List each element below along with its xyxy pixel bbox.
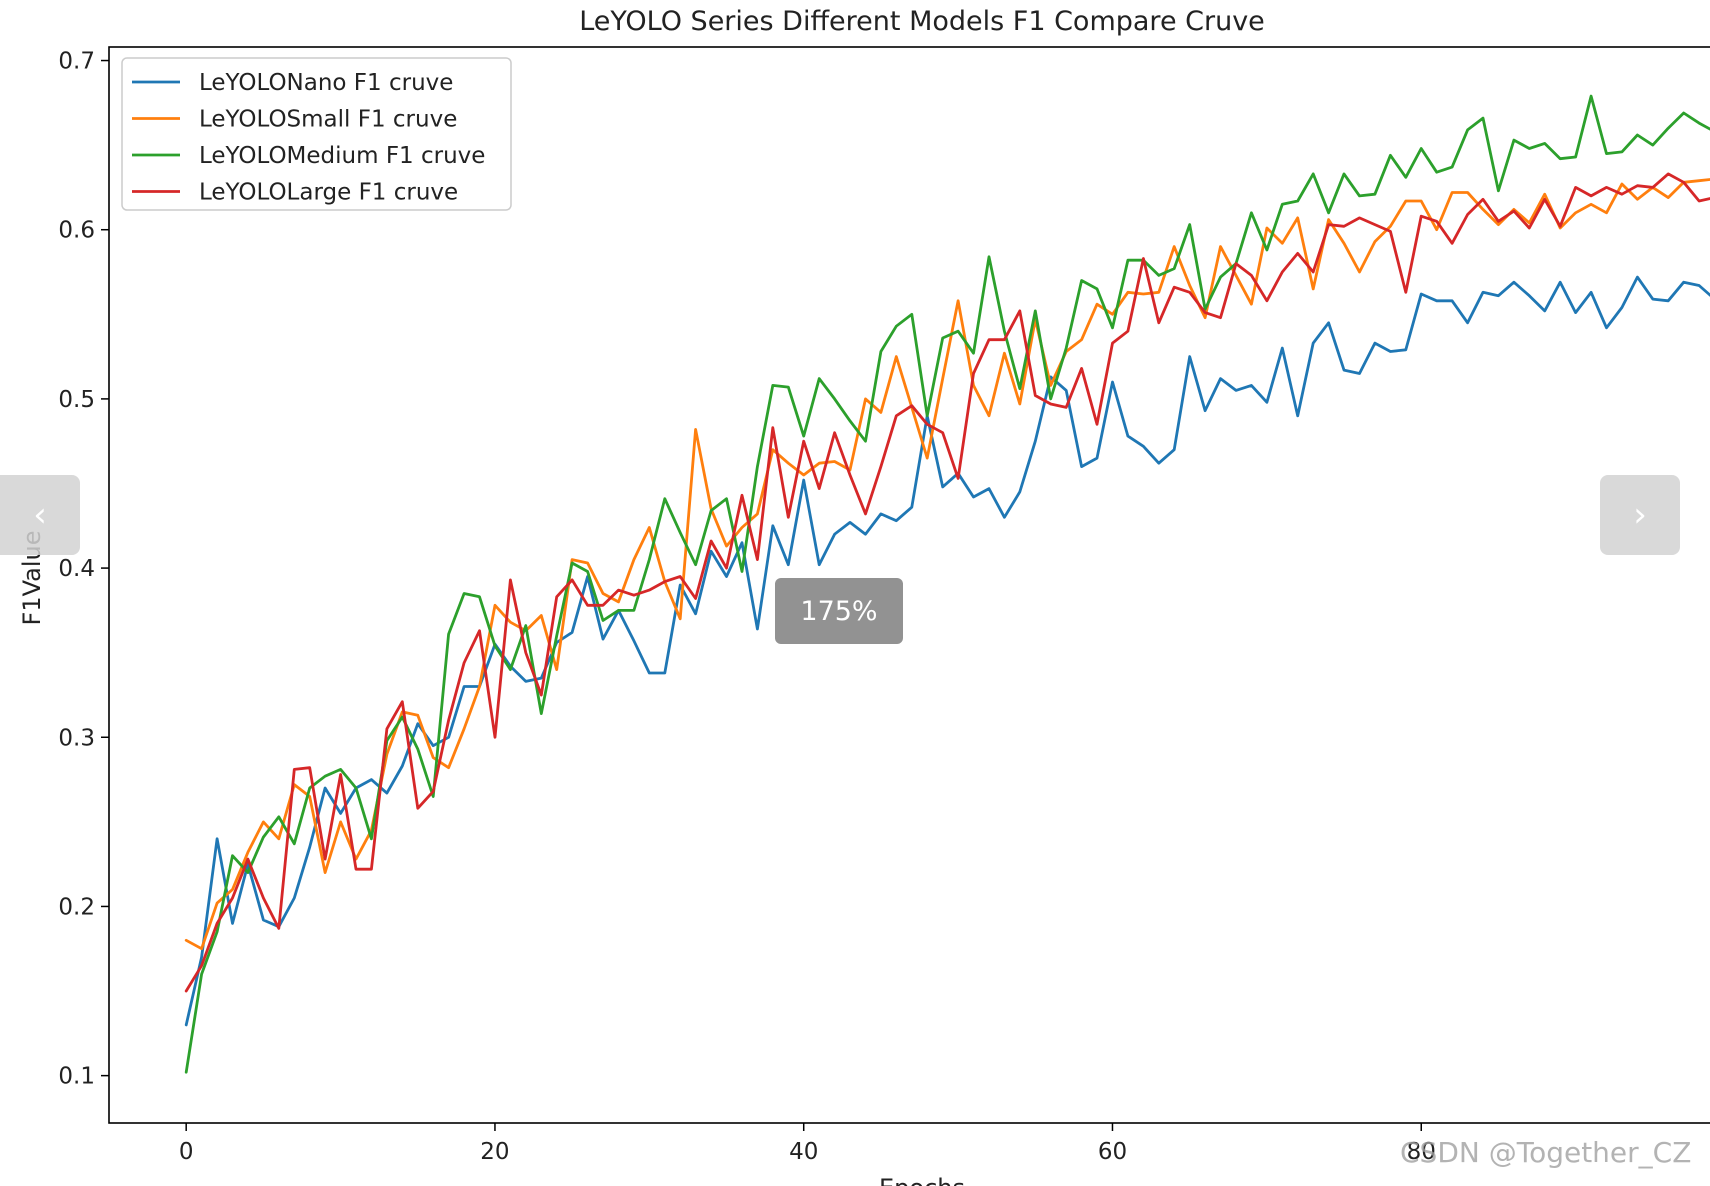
series-line-1 [184,178,1710,951]
y-axis-ticks: 0.1 0.2 0.3 0.4 0.5 0.6 0.7 [58,49,109,1090]
legend-label: LeYOLOLarge F1 cruve [199,180,458,206]
x-tick-label: 0 [179,1139,194,1165]
plot-frame [108,46,1710,1124]
series-layer [184,94,1710,1074]
x-tick-label: 80 [1407,1139,1436,1165]
x-axis-ticks: 0 20 40 60 80 100 [179,1123,1710,1165]
previous-image-button[interactable]: ‹ [0,475,80,555]
chart-title: LeYOLO Series Different Models F1 Compar… [579,6,1265,37]
y-tick-label: 0.3 [58,725,95,751]
series-line-0 [184,275,1710,1027]
y-tick-label: 0.1 [58,1064,95,1090]
legend: LeYOLONano F1 cruve LeYOLOSmall F1 cruve L… [121,57,512,211]
watermark: CSDN @Together_CZ [1400,1136,1692,1169]
legend-box [121,57,512,211]
x-tick-label: 20 [480,1139,509,1165]
legend-label: LeYOLONano F1 cruve [199,70,453,96]
chevron-right-icon: › [1633,495,1647,535]
y-tick-label: 0.4 [58,556,95,582]
next-image-button[interactable]: › [1600,475,1680,555]
zoom-level-badge: 175% [775,578,903,644]
y-tick-label: 0.6 [58,218,95,244]
legend-label: LeYOLOSmall F1 cruve [199,107,457,133]
y-tick-label: 0.5 [58,387,95,413]
series-line-3 [184,172,1710,993]
x-tick-label: 60 [1098,1139,1127,1165]
legend-label: LeYOLOMedium F1 cruve [199,143,485,169]
y-tick-label: 0.7 [58,49,95,75]
chevron-left-icon: ‹ [33,495,47,535]
x-tick-label: 100 [1708,1139,1710,1165]
y-tick-label: 0.2 [58,894,95,920]
x-tick-label: 40 [789,1139,818,1165]
x-axis-label: Epochs [879,1174,965,1186]
series-line-2 [184,94,1710,1074]
